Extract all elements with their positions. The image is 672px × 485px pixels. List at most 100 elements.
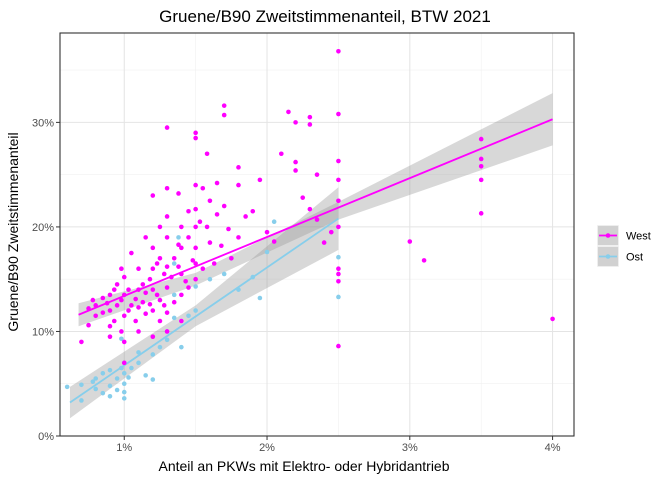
confidence-bands <box>69 93 553 419</box>
data-point-west <box>193 224 198 230</box>
data-point-ost <box>100 390 106 396</box>
data-point-west <box>157 318 163 324</box>
data-point-west <box>93 303 98 308</box>
data-point-ost <box>79 382 84 388</box>
data-point-west <box>204 151 210 157</box>
y-axis-label: Gruene/B90 Zweitstimmenanteil <box>5 132 21 331</box>
data-point-west <box>171 299 177 305</box>
data-point-west <box>193 130 198 136</box>
data-point-west <box>107 334 113 339</box>
data-point-west <box>221 103 227 108</box>
fit-line-west <box>78 118 553 316</box>
data-point-west <box>161 303 167 308</box>
y-tick-label: 30% <box>32 117 54 129</box>
data-point-west <box>193 206 198 212</box>
data-point-west <box>154 292 160 298</box>
data-point-west <box>478 163 484 169</box>
data-point-west <box>336 177 341 183</box>
data-point-west <box>107 323 113 329</box>
data-point-west <box>121 360 127 366</box>
data-point-west <box>150 334 156 339</box>
data-point-west <box>133 296 138 302</box>
x-tick-label: 3% <box>402 442 418 454</box>
data-point-west <box>176 264 181 269</box>
y-axis: 0% 10% 20% 30% <box>32 117 60 443</box>
legend-key-point-west <box>605 233 611 238</box>
data-point-west <box>179 224 184 230</box>
data-point-west <box>143 311 148 316</box>
data-point-west <box>421 258 427 263</box>
data-point-ost <box>193 284 198 289</box>
data-point-west <box>111 318 117 324</box>
data-point-ost <box>107 383 113 389</box>
data-point-ost <box>150 352 156 357</box>
data-point-west <box>114 303 120 308</box>
data-point-west <box>164 185 170 191</box>
data-point-ost <box>193 308 198 313</box>
data-point-ost <box>164 337 170 343</box>
data-point-west <box>126 308 131 313</box>
data-point-west <box>236 235 241 240</box>
data-point-west <box>336 158 341 164</box>
data-point-ost <box>107 393 113 399</box>
data-point-west <box>193 135 198 141</box>
data-point-west <box>186 235 191 240</box>
data-point-west <box>314 172 320 177</box>
data-point-west <box>107 292 113 298</box>
data-point-ost <box>136 360 141 366</box>
confidence-band-west <box>78 93 553 327</box>
data-point-west <box>100 295 106 301</box>
data-point-west <box>307 114 313 120</box>
data-point-west <box>207 240 213 245</box>
data-point-west <box>219 243 224 249</box>
data-point-ost <box>264 249 270 255</box>
data-point-west <box>133 318 138 324</box>
data-point-west <box>200 185 206 191</box>
data-point-west <box>119 329 124 334</box>
data-point-west <box>193 182 198 188</box>
data-point-west <box>140 299 146 305</box>
data-point-west <box>129 250 134 256</box>
data-point-ost <box>157 344 163 350</box>
data-point-west <box>140 282 146 287</box>
data-point-ost <box>107 367 113 373</box>
data-point-west <box>179 245 184 251</box>
data-point-west <box>193 245 198 251</box>
data-point-west <box>126 287 131 292</box>
legend-label-west: West <box>626 231 651 243</box>
data-point-ost <box>171 292 177 298</box>
data-point-west <box>147 301 153 307</box>
data-point-ost <box>143 373 148 378</box>
data-point-west <box>157 255 163 261</box>
data-point-west <box>200 266 206 272</box>
data-point-west <box>164 125 170 130</box>
data-point-ost <box>336 294 341 300</box>
data-point-west <box>179 318 184 324</box>
data-point-west <box>236 182 241 188</box>
x-axis-label: Anteil an PKWs mit Elektro- oder Hybrida… <box>159 458 450 474</box>
data-point-west <box>321 240 327 245</box>
data-point-west <box>193 261 198 266</box>
data-point-ost <box>90 379 96 384</box>
y-tick-label: 20% <box>32 222 54 234</box>
data-point-west <box>336 343 341 349</box>
legend-key-point-ost <box>605 254 611 259</box>
data-point-west <box>257 177 263 183</box>
data-point-west <box>179 271 184 277</box>
data-point-west <box>193 276 198 282</box>
data-point-west <box>336 224 341 230</box>
data-point-west <box>114 282 120 287</box>
data-point-west <box>243 214 248 219</box>
data-point-west <box>186 208 191 214</box>
data-point-west <box>336 271 341 277</box>
data-point-west <box>293 120 298 125</box>
data-point-west <box>293 168 298 173</box>
data-point-west <box>286 109 291 115</box>
data-point-west <box>136 287 141 292</box>
data-point-west <box>478 211 484 216</box>
data-point-ost <box>93 376 98 381</box>
data-point-ost <box>121 389 127 395</box>
data-point-west <box>111 287 117 292</box>
data-point-west <box>336 278 341 284</box>
